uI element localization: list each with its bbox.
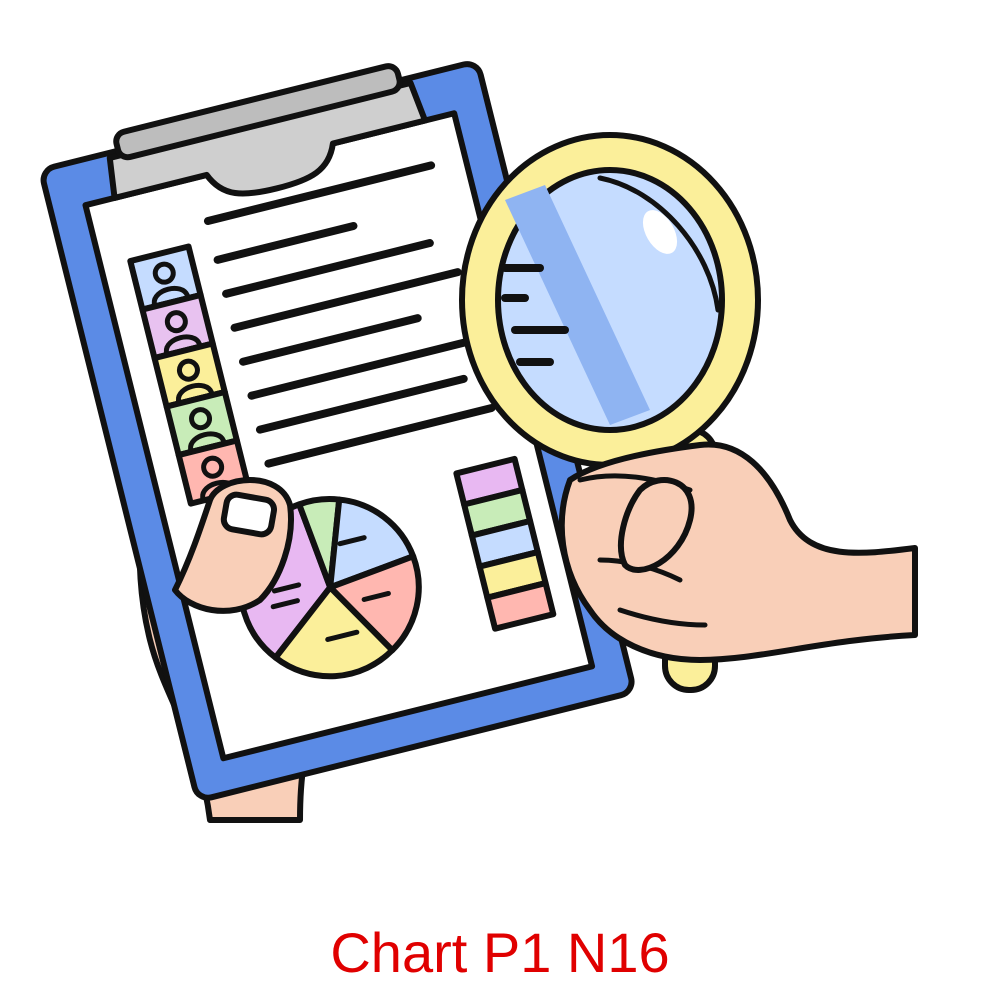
text-lines [203, 161, 496, 468]
caption: Chart P1 N16 [330, 921, 669, 984]
bar-stack [453, 455, 557, 632]
clip-top [113, 63, 403, 161]
clip [106, 79, 429, 201]
right-thumb [617, 477, 695, 573]
thumbnail [220, 491, 278, 538]
magnifier [459, 132, 761, 693]
